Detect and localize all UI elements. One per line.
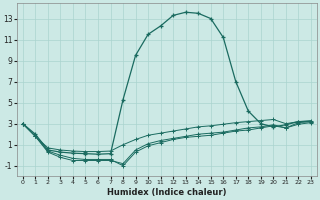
X-axis label: Humidex (Indice chaleur): Humidex (Indice chaleur) — [107, 188, 227, 197]
